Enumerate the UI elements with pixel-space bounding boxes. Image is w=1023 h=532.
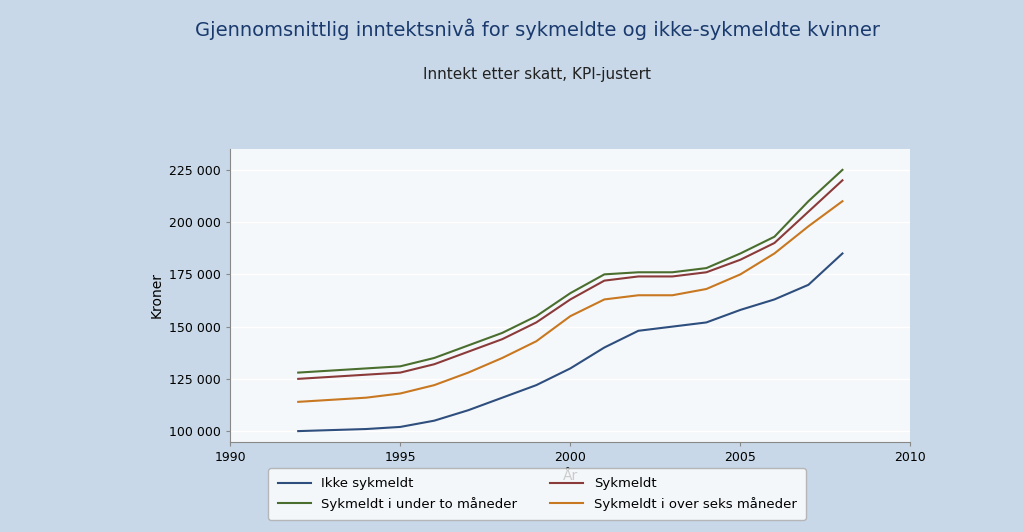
Ikke sykmeldt (802, 281, 814, 288)
Sykmeldt i under to måneder (768, 234, 781, 240)
Sykmeldt i over seks måneder (666, 292, 678, 298)
Sykmeldt (394, 369, 406, 376)
Sykmeldt i over seks måneder (768, 250, 781, 256)
Sykmeldt (462, 348, 475, 355)
Line: Sykmeldt i under to måneder: Sykmeldt i under to måneder (299, 170, 843, 372)
Sykmeldt (802, 209, 814, 215)
Ikke sykmeldt (360, 426, 372, 432)
Ikke sykmeldt (768, 296, 781, 303)
Ikke sykmeldt (837, 250, 849, 256)
Y-axis label: Kroner: Kroner (149, 272, 164, 318)
Sykmeldt i under to måneder (360, 365, 372, 371)
Sykmeldt (701, 269, 713, 276)
Line: Sykmeldt i over seks måneder: Sykmeldt i over seks måneder (299, 201, 843, 402)
Text: Inntekt etter skatt, KPI-justert: Inntekt etter skatt, KPI-justert (424, 66, 651, 81)
Ikke sykmeldt (666, 323, 678, 330)
Sykmeldt (530, 319, 542, 326)
Sykmeldt (496, 336, 508, 343)
Sykmeldt i over seks måneder (802, 223, 814, 229)
Ikke sykmeldt (429, 418, 441, 424)
Sykmeldt i over seks måneder (735, 271, 747, 278)
Sykmeldt i under to måneder (632, 269, 644, 276)
Sykmeldt i under to måneder (735, 250, 747, 256)
Sykmeldt i under to måneder (530, 313, 542, 319)
Sykmeldt i under to måneder (598, 271, 611, 278)
Sykmeldt (837, 177, 849, 184)
Line: Ikke sykmeldt: Ikke sykmeldt (299, 253, 843, 431)
Sykmeldt i over seks måneder (530, 338, 542, 344)
Sykmeldt (293, 376, 305, 382)
Sykmeldt (360, 371, 372, 378)
Sykmeldt i over seks måneder (837, 198, 849, 204)
Sykmeldt i over seks måneder (394, 390, 406, 397)
Sykmeldt i over seks måneder (360, 395, 372, 401)
Sykmeldt (429, 361, 441, 368)
Sykmeldt i over seks måneder (462, 369, 475, 376)
Line: Sykmeldt: Sykmeldt (299, 180, 843, 379)
Sykmeldt i under to måneder (496, 330, 508, 336)
Sykmeldt i under to måneder (802, 198, 814, 204)
Ikke sykmeldt (598, 344, 611, 351)
Text: Gjennomsnittlig inntektsnivå for sykmeldte og ikke-sykmeldte kvinner: Gjennomsnittlig inntektsnivå for sykmeld… (194, 19, 880, 40)
Sykmeldt i under to måneder (701, 265, 713, 271)
Ikke sykmeldt (293, 428, 305, 434)
Sykmeldt i under to måneder (565, 290, 577, 296)
Sykmeldt (632, 273, 644, 280)
Ikke sykmeldt (496, 395, 508, 401)
Sykmeldt (768, 240, 781, 246)
Sykmeldt i under to måneder (293, 369, 305, 376)
Sykmeldt i over seks måneder (701, 286, 713, 292)
X-axis label: År: År (563, 469, 578, 483)
Sykmeldt i under to måneder (394, 363, 406, 370)
Sykmeldt (666, 273, 678, 280)
Sykmeldt i under to måneder (326, 367, 339, 373)
Sykmeldt i under to måneder (462, 342, 475, 348)
Sykmeldt (598, 278, 611, 284)
Sykmeldt i over seks måneder (632, 292, 644, 298)
Ikke sykmeldt (394, 423, 406, 430)
Ikke sykmeldt (565, 365, 577, 371)
Sykmeldt i over seks måneder (429, 382, 441, 388)
Sykmeldt i under to måneder (666, 269, 678, 276)
Sykmeldt (326, 373, 339, 380)
Ikke sykmeldt (701, 319, 713, 326)
Sykmeldt i over seks måneder (496, 355, 508, 361)
Sykmeldt i under to måneder (429, 355, 441, 361)
Sykmeldt i over seks måneder (565, 313, 577, 319)
Legend: Ikke sykmeldt, Sykmeldt i under to måneder, Sykmeldt, Sykmeldt i over seks måned: Ikke sykmeldt, Sykmeldt i under to måned… (268, 468, 806, 520)
Sykmeldt i over seks måneder (598, 296, 611, 303)
Ikke sykmeldt (735, 306, 747, 313)
Ikke sykmeldt (632, 328, 644, 334)
Sykmeldt i under to måneder (837, 167, 849, 173)
Ikke sykmeldt (326, 427, 339, 433)
Sykmeldt (735, 256, 747, 263)
Ikke sykmeldt (530, 382, 542, 388)
Sykmeldt i over seks måneder (293, 398, 305, 405)
Ikke sykmeldt (462, 407, 475, 413)
Sykmeldt (565, 296, 577, 303)
Sykmeldt i over seks måneder (326, 396, 339, 403)
